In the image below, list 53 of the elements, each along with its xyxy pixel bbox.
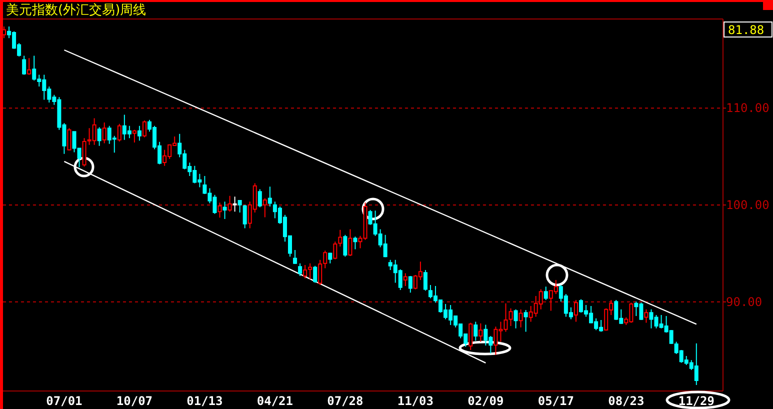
candlestick — [222, 201, 227, 220]
candlestick — [478, 322, 483, 342]
candlestick — [298, 262, 302, 277]
candlestick — [403, 272, 408, 286]
candlestick — [238, 199, 242, 214]
candlestick — [544, 286, 548, 301]
x-tick-label: 05/17 — [538, 394, 574, 408]
candlestick — [343, 234, 348, 258]
candlestick — [353, 236, 358, 250]
candlestick — [423, 270, 428, 292]
candlestick — [518, 308, 523, 328]
candlestick — [514, 308, 518, 329]
candlestick — [132, 129, 136, 144]
candlestick — [232, 196, 237, 212]
candlestick — [408, 276, 412, 294]
candlestick — [22, 55, 26, 76]
x-tick-label: 02/09 — [468, 394, 504, 408]
y-tick-label: 90.00 — [726, 294, 762, 309]
candlestick — [102, 122, 106, 144]
candlestick — [2, 26, 6, 39]
x-tick-label: 11/03 — [397, 394, 434, 408]
candlestick — [574, 300, 578, 322]
candlestick — [293, 249, 298, 264]
candlestick — [137, 125, 142, 142]
x-tick-label: 07/28 — [327, 394, 364, 408]
candlestick — [474, 321, 478, 342]
text: 81.88 — [728, 23, 764, 37]
candlestick — [524, 310, 528, 332]
candlestick — [313, 265, 318, 284]
candlestick — [242, 204, 247, 229]
candlestick — [97, 126, 102, 146]
candlestick — [228, 195, 232, 212]
candlestick — [67, 128, 72, 152]
candlestick — [268, 186, 272, 208]
candlestick — [258, 188, 262, 208]
x-tick-label: 11/29 — [678, 394, 714, 408]
candlestick — [468, 322, 473, 351]
candlestick — [328, 252, 332, 264]
y-tick-label: 110.00 — [726, 101, 770, 116]
x-tick-label: 04/21 — [256, 394, 294, 408]
x-tick-label: 10/07 — [116, 394, 153, 408]
y-tick-label: 100.00 — [726, 198, 770, 212]
chart-title: 美元指数(外汇交易)周线 — [6, 2, 146, 18]
candlestick — [27, 58, 32, 76]
candlestick — [142, 120, 146, 138]
candlestick — [644, 308, 648, 324]
candlestick — [218, 202, 222, 218]
candlestick — [348, 228, 352, 256]
candlestick — [117, 123, 122, 142]
x-tick-label: 01/13 — [186, 394, 223, 408]
x-tick-label: 07/01 — [46, 394, 82, 408]
candlestick — [262, 198, 267, 218]
x-tick-label: 08/23 — [608, 394, 644, 408]
